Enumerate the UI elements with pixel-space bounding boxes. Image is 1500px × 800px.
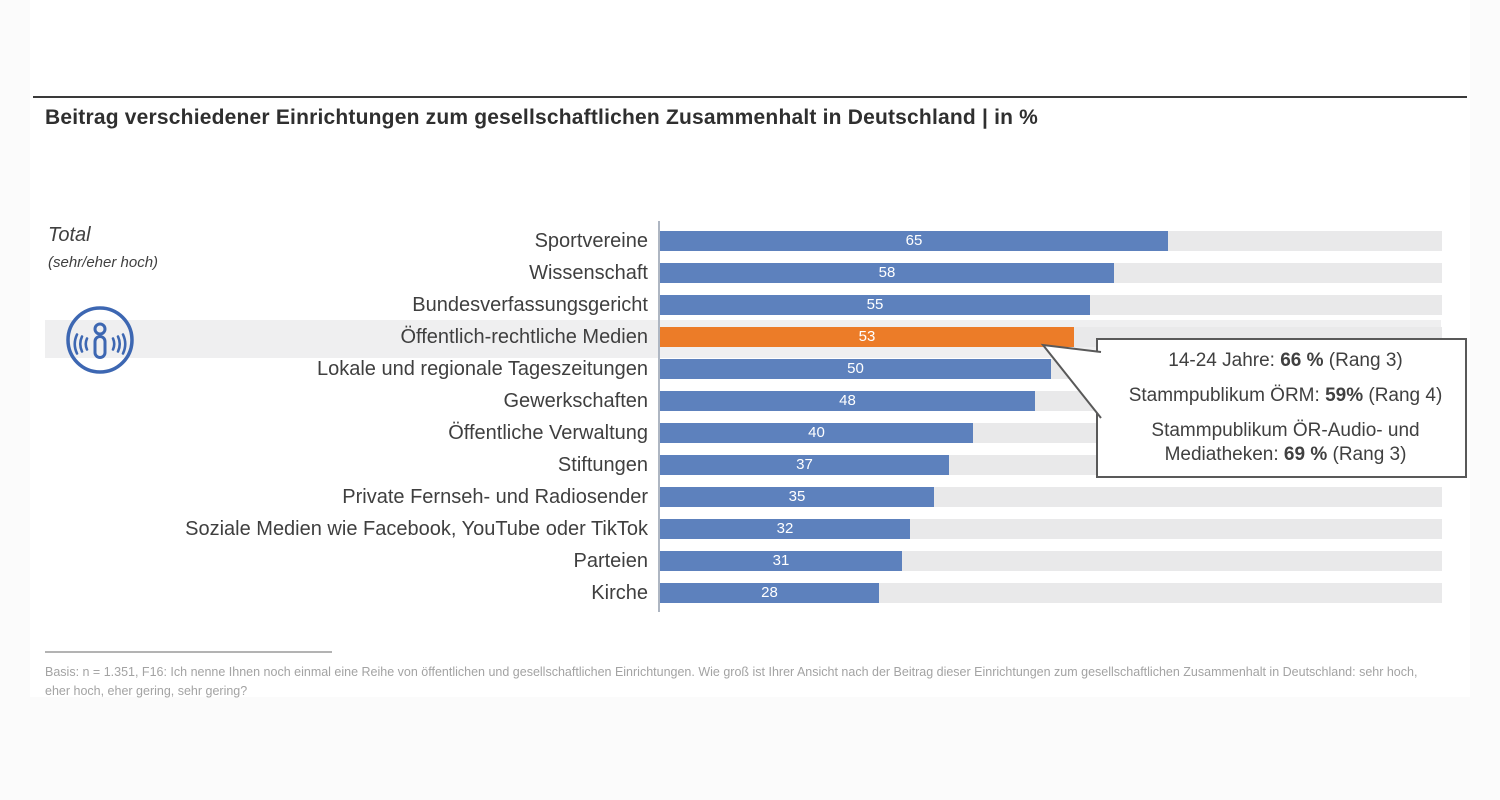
- category-label: Wissenschaft: [529, 262, 648, 284]
- page-title: Beitrag verschiedener Einrichtungen zum …: [45, 106, 1039, 129]
- bar-chart: Sportvereine 65 Wissenschaft 58 Bundesverfas…: [30, 0, 1470, 697]
- bar-value-label: 48: [839, 392, 856, 409]
- bar: [660, 295, 1090, 315]
- bar-value-label: 28: [761, 584, 778, 601]
- bar: [660, 455, 949, 475]
- slide-canvas: Beitrag verschiedener Einrichtungen zum …: [30, 0, 1470, 698]
- bar-value-label: 53: [858, 328, 876, 345]
- bar: [660, 423, 973, 443]
- bar: [660, 231, 1168, 251]
- bar: [660, 551, 902, 571]
- callout-line-3: Stammpublikum ÖR-Audio- und Mediatheken:…: [1151, 420, 1420, 465]
- bar-value-label: 65: [905, 232, 923, 249]
- bar-value-label: 55: [866, 296, 884, 313]
- bar-highlighted: [660, 327, 1074, 347]
- bar-value-label: 50: [847, 360, 864, 377]
- category-label: Soziale Medien wie Facebook, YouTube ode…: [185, 518, 648, 540]
- header-rule: [33, 96, 1467, 98]
- bar: [660, 583, 879, 603]
- category-label: Kirche: [591, 582, 648, 604]
- callout-line-2: Stammpublikum ÖRM: 59% (Rang 4): [1128, 385, 1443, 406]
- footer-rule: [45, 651, 332, 653]
- callout-line-1: 14-24 Jahre: 66 % (Rang 3): [1168, 350, 1403, 371]
- category-label: Sportvereine: [534, 230, 648, 252]
- bar-value-label: 32: [776, 520, 794, 537]
- category-label: Stiftungen: [557, 454, 648, 476]
- bar: [660, 263, 1114, 283]
- total-label: Total: [48, 224, 91, 246]
- bar: [660, 359, 1051, 379]
- bar: [660, 519, 910, 539]
- broadcast-person-icon: [64, 304, 136, 376]
- bar-value-label: 35: [788, 488, 806, 505]
- bar-value-label: 40: [808, 424, 825, 441]
- bar: [660, 391, 1035, 411]
- category-label: Öffentliche Verwaltung: [448, 422, 648, 444]
- category-label: Lokale und regionale Tageszeitungen: [316, 358, 648, 380]
- callout-tail: [1040, 343, 1102, 419]
- callout-box: 14-24 Jahre: 66 % (Rang 3) Stammpublikum …: [1096, 338, 1467, 478]
- category-label: Gewerkschaften: [503, 390, 648, 412]
- total-sublabel: (sehr/eher hoch): [48, 254, 159, 271]
- category-label: Parteien: [573, 550, 649, 572]
- bar-value-label: 37: [796, 456, 813, 473]
- category-label: Private Fernseh- und Radiosender: [342, 486, 648, 508]
- bar-value-label: 31: [772, 552, 790, 569]
- bar-value-label: 58: [878, 264, 896, 281]
- bar: [660, 487, 934, 507]
- category-label: Bundesverfassungsgericht: [412, 294, 648, 316]
- chart-axis-line: [658, 221, 660, 612]
- footer-basis-text: Basis: n = 1.351, F16: Ich nenne Ihnen n…: [45, 665, 1418, 698]
- category-label: Öffentlich-rechtliche Medien: [400, 326, 648, 348]
